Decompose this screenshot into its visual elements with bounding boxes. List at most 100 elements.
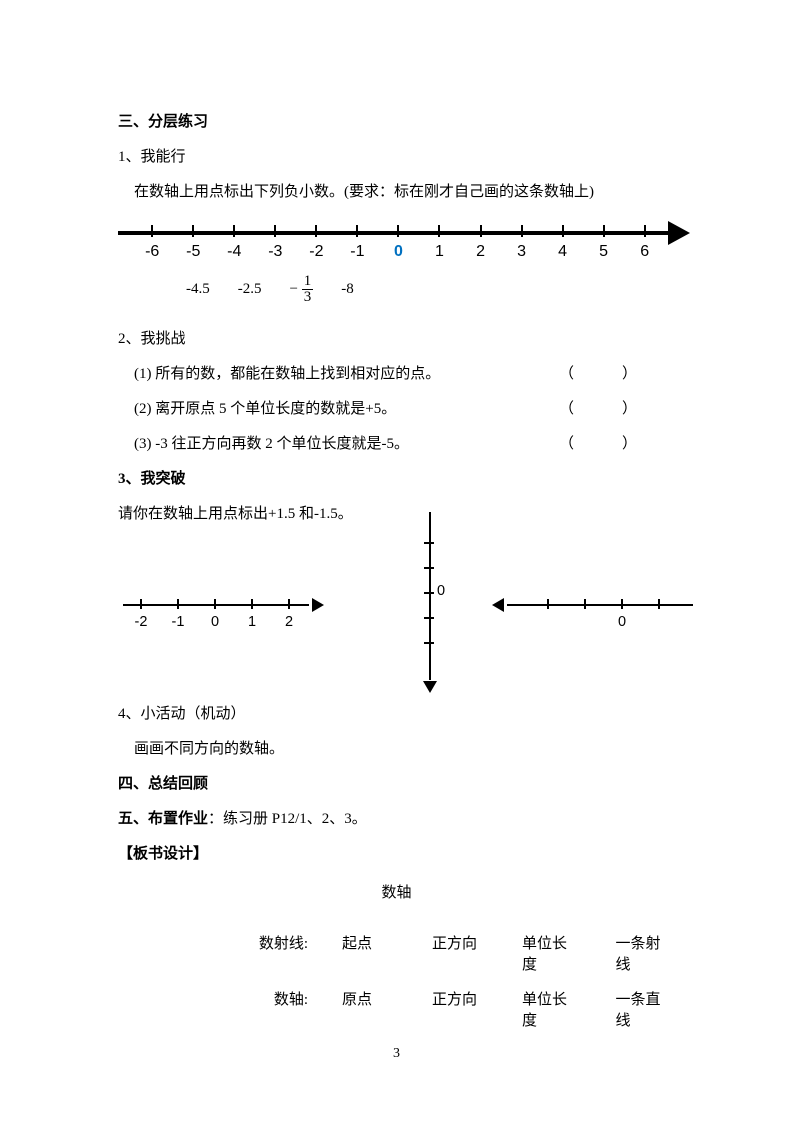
number-line-tick <box>356 225 358 237</box>
arrow-down-icon <box>423 681 437 693</box>
number-line-tick <box>397 225 399 237</box>
zero-label: 0 <box>437 583 445 599</box>
q2-idx: (2) <box>134 401 152 417</box>
tick <box>584 599 586 609</box>
board-cell: 起点 <box>342 932 398 974</box>
tick <box>658 599 660 609</box>
section-4-title: 四、总结回顾 <box>118 772 675 793</box>
q4-heading: 4、小活动（机动） <box>118 702 675 723</box>
fraction-num: 1 <box>302 274 314 290</box>
number-line-tick <box>233 225 235 237</box>
q1-values: -4.5 -2.5 − 1 3 -8 <box>186 274 675 305</box>
q3-instruction: 请你在数轴上用点标出+1.5 和-1.5。 <box>118 502 675 523</box>
q3-figures: -2-1012 0 0 <box>118 537 688 702</box>
page-number: 3 <box>0 1046 793 1062</box>
tick <box>140 599 142 609</box>
section-5-text: ：练习册 P12/1、2、3。 <box>208 811 367 827</box>
tick-label: 2 <box>285 614 293 630</box>
q2-text: -3 往正方向再数 2 个单位长度就是-5。 <box>155 436 409 452</box>
q2-text: 所有的数，都能在数轴上找到相对应的点。 <box>155 366 440 382</box>
number-line-label: 3 <box>517 243 526 261</box>
fraction: 1 3 <box>302 274 314 305</box>
number-line-label: -3 <box>268 243 282 261</box>
number-line-tick <box>192 225 194 237</box>
board-heading: 【板书设计】 <box>118 842 675 863</box>
q2-paren: （ ） <box>559 432 643 453</box>
fraction-den: 3 <box>302 290 314 305</box>
number-line-tick <box>644 225 646 237</box>
number-line-tick <box>438 225 440 237</box>
board-cell: 正方向 <box>432 932 488 974</box>
number-line-tick <box>480 225 482 237</box>
q1-instruction: 在数轴上用点标出下列负小数。(要求：标在刚才自己画的这条数轴上) <box>118 180 675 201</box>
q2-item: (2) 离开原点 5 个单位长度的数就是+5。 （ ） <box>118 397 675 418</box>
zero-label: 0 <box>618 614 626 630</box>
tick-label: -2 <box>135 614 148 630</box>
number-line-tick <box>315 225 317 237</box>
number-line-main: -6-5-4-3-2-10123456 <box>118 215 688 260</box>
tick <box>621 599 623 609</box>
board-row: 数轴: 原点 正方向 单位长度 一条直线 <box>228 988 675 1030</box>
tick <box>251 599 253 609</box>
number-line-tick <box>521 225 523 237</box>
tick-label: 0 <box>211 614 219 630</box>
arrow-right-icon <box>312 598 324 612</box>
axis-line <box>429 512 431 680</box>
board-cell: 单位长度 <box>522 988 582 1030</box>
number-line-tick <box>562 225 564 237</box>
board-cell: 一条直线 <box>616 988 676 1030</box>
q4-text: 画画不同方向的数轴。 <box>118 737 675 758</box>
tick <box>424 642 434 644</box>
axis-line <box>507 604 693 606</box>
arrow-left-icon <box>492 598 504 612</box>
tick <box>424 567 434 569</box>
board-title: 数轴 <box>118 881 675 902</box>
q2-heading: 2、我挑战 <box>118 327 675 348</box>
number-line-label: -1 <box>350 243 364 261</box>
value-item: -4.5 <box>186 281 210 298</box>
board-cell: 一条射线 <box>616 932 676 974</box>
section-5: 五、布置作业：练习册 P12/1、2、3。 <box>118 807 675 828</box>
q2-item: (1) 所有的数，都能在数轴上找到相对应的点。 （ ） <box>118 362 675 383</box>
tick-label: -1 <box>172 614 185 630</box>
small-number-line: -2-1012 <box>123 592 323 642</box>
board-cell: 正方向 <box>432 988 488 1030</box>
q2-item: (3) -3 往正方向再数 2 个单位长度就是-5。 （ ） <box>118 432 675 453</box>
number-line-label: 2 <box>476 243 485 261</box>
q2-idx: (3) <box>134 436 152 452</box>
number-line-label: 4 <box>558 243 567 261</box>
number-line-label: -6 <box>145 243 159 261</box>
tick <box>424 592 434 594</box>
board-label: 数轴: <box>228 988 308 1030</box>
q2-idx: (1) <box>134 366 152 382</box>
board-cell: 单位长度 <box>522 932 582 974</box>
page: 三、分层练习 1、我能行 在数轴上用点标出下列负小数。(要求：标在刚才自己画的这… <box>0 0 793 1122</box>
number-line-label: 1 <box>435 243 444 261</box>
number-line-baseline <box>118 231 668 235</box>
tick <box>424 617 434 619</box>
axis-line <box>123 604 309 606</box>
q2-text: 离开原点 5 个单位长度的数就是+5。 <box>155 401 396 417</box>
section-5-prefix: 五、布置作业 <box>118 811 208 827</box>
value-item: -2.5 <box>238 281 262 298</box>
tick <box>177 599 179 609</box>
tick <box>214 599 216 609</box>
tick <box>547 599 549 609</box>
board-cell: 原点 <box>342 988 398 1030</box>
board-label: 数射线: <box>228 932 308 974</box>
value-item: -8 <box>341 281 354 298</box>
number-line-tick <box>151 225 153 237</box>
number-line-label: 6 <box>640 243 649 261</box>
number-line-label: -5 <box>186 243 200 261</box>
tick <box>424 542 434 544</box>
number-line-label: 5 <box>599 243 608 261</box>
q1-heading: 1、我能行 <box>118 145 675 166</box>
vertical-axis: 0 <box>415 512 445 692</box>
number-line-tick <box>274 225 276 237</box>
section-3-title: 三、分层练习 <box>118 110 675 131</box>
arrow-right-icon <box>668 221 690 245</box>
number-line-label: 0 <box>394 243 403 261</box>
number-line-tick <box>603 225 605 237</box>
minus-sign: − <box>290 281 298 297</box>
number-line-label: -2 <box>309 243 323 261</box>
